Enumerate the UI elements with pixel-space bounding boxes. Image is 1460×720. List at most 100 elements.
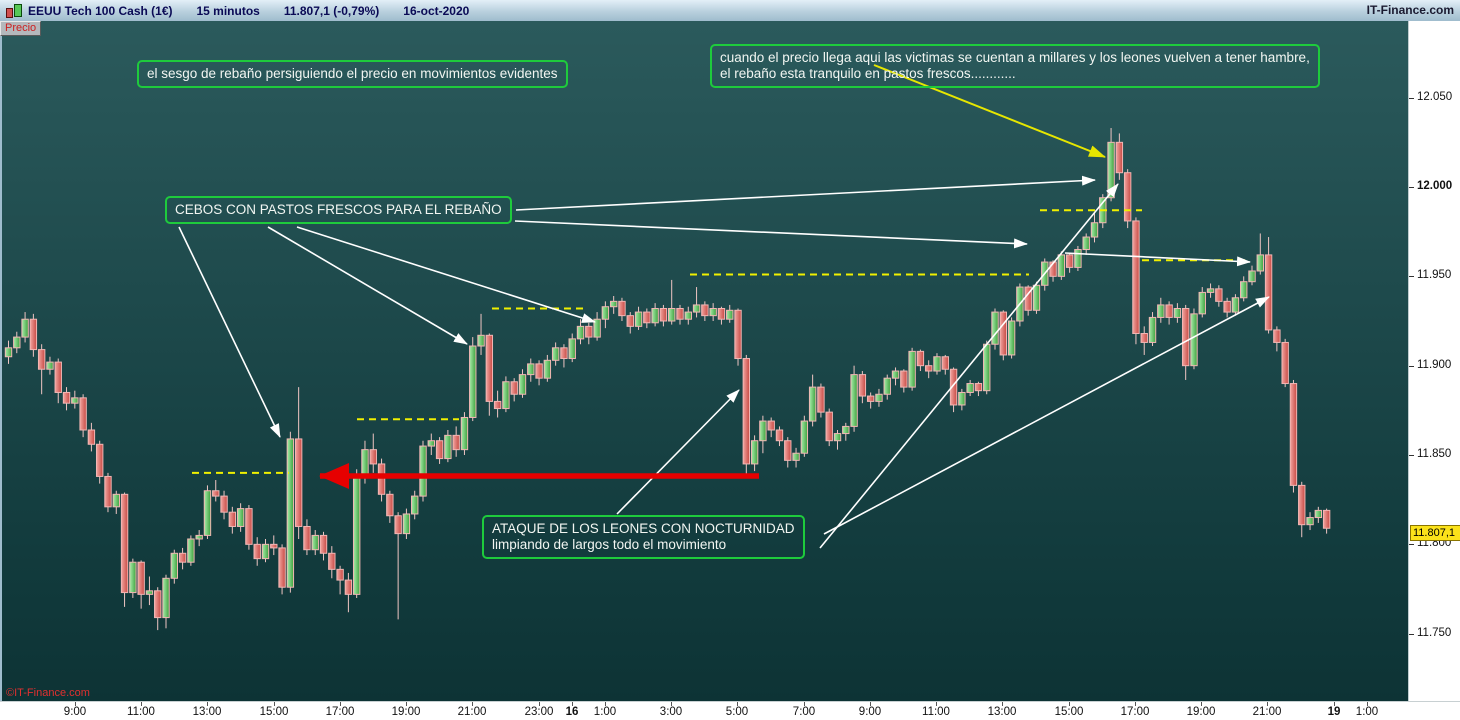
white-arrow[interactable] xyxy=(514,220,1028,249)
time-tick xyxy=(671,702,672,706)
candle xyxy=(585,322,593,345)
time-tick xyxy=(1002,702,1003,706)
brand-label: IT-Finance.com xyxy=(1366,3,1454,17)
candle xyxy=(908,347,916,391)
candle xyxy=(402,508,411,539)
price-tick xyxy=(1409,365,1414,367)
white-arrow[interactable] xyxy=(819,183,1119,549)
annotation-box-sesgo[interactable]: el sesgo de rebaño persiguiendo el preci… xyxy=(137,60,568,88)
price-tick-label: 11.850 xyxy=(1417,448,1452,460)
candle xyxy=(1198,287,1206,318)
candle xyxy=(178,547,187,570)
time-tick-label: 15:00 xyxy=(259,706,289,718)
time-tick xyxy=(936,702,937,706)
white-arrow[interactable] xyxy=(515,175,1096,211)
white-arrow[interactable] xyxy=(1064,252,1251,267)
annotation-text: el sesgo de rebaño persiguiendo el preci… xyxy=(147,66,558,81)
candle xyxy=(228,506,237,534)
candle xyxy=(278,544,286,595)
annotation-text: limpiando de largos todo el movimiento xyxy=(492,537,727,552)
candle xyxy=(833,429,842,450)
candle xyxy=(883,374,891,400)
candle xyxy=(726,304,734,323)
time-tick-label: 11:00 xyxy=(127,706,155,718)
candle xyxy=(941,354,949,375)
candle xyxy=(999,310,1007,361)
candle xyxy=(1157,297,1165,323)
candle xyxy=(750,435,759,472)
price-tick xyxy=(1409,455,1414,456)
candle xyxy=(154,587,162,631)
time-tick-label: 17:00 xyxy=(1120,706,1150,718)
white-arrow[interactable] xyxy=(296,226,596,323)
watermark: ©IT-Finance.com xyxy=(6,687,90,699)
candle xyxy=(825,408,833,447)
time-tick xyxy=(737,702,738,706)
candle xyxy=(1190,308,1198,370)
price-tab[interactable]: Precio xyxy=(0,21,42,36)
candle xyxy=(684,306,692,325)
time-tick-label: 19 xyxy=(1327,706,1341,718)
candle xyxy=(1298,481,1306,538)
candle xyxy=(411,490,419,520)
annotation-box-ataque[interactable]: ATAQUE DE LOS LEONES CON NOCTURNIDAD limp… xyxy=(482,515,805,559)
candle xyxy=(29,313,38,357)
candle xyxy=(477,313,485,355)
time-tick-label: 1:00 xyxy=(593,706,617,718)
candle xyxy=(145,576,154,606)
candle xyxy=(1115,133,1124,180)
time-tick-label: 9:00 xyxy=(63,706,87,718)
candle xyxy=(79,394,87,438)
candle xyxy=(991,308,999,350)
candle xyxy=(344,572,353,613)
candle xyxy=(253,537,261,566)
time-tick-label: 5:00 xyxy=(725,706,749,718)
candle xyxy=(734,308,742,366)
candle xyxy=(319,531,328,561)
candle xyxy=(120,492,129,607)
annotation-box-cuando[interactable]: cuando el precio llega aqui las victimas… xyxy=(710,44,1320,88)
price-tick xyxy=(1409,544,1414,546)
candle xyxy=(261,538,270,563)
candle xyxy=(427,433,435,456)
white-arrow[interactable] xyxy=(178,226,281,438)
time-tick xyxy=(1069,702,1070,706)
yellow-arrow[interactable] xyxy=(873,64,1106,158)
candle xyxy=(1306,512,1314,531)
time-tick-label: 21:00 xyxy=(1252,706,1282,718)
candle xyxy=(800,415,809,457)
time-tick-label: 23:00 xyxy=(524,706,554,718)
candle xyxy=(850,365,858,432)
candle xyxy=(137,560,145,609)
window-titlebar[interactable]: EEUU Tech 100 Cash (1€) 15 minutos 11.80… xyxy=(0,0,1460,22)
time-tick xyxy=(472,702,473,706)
time-tick xyxy=(572,702,573,706)
candle xyxy=(866,392,875,409)
time-tick-label: 16 xyxy=(565,706,579,718)
candle xyxy=(87,422,96,452)
candle xyxy=(195,530,203,547)
price-axis[interactable]: 12.050 12.000 11.950 11.900 11.850 11.800 11.7… xyxy=(1408,21,1460,701)
candle xyxy=(203,485,212,539)
chart-area[interactable]: el sesgo de rebaño persiguiendo el preci… xyxy=(0,21,1410,701)
candle xyxy=(1264,237,1273,334)
candle xyxy=(1090,212,1099,243)
price-tab-label: Precio xyxy=(5,22,37,34)
candle xyxy=(352,469,361,598)
white-arrow[interactable] xyxy=(267,226,468,345)
white-arrow[interactable] xyxy=(823,296,1270,535)
candle xyxy=(435,437,444,464)
white-arrow[interactable] xyxy=(616,389,740,515)
candle xyxy=(759,415,767,454)
time-tick-label: 7:00 xyxy=(792,706,816,718)
candle xyxy=(469,337,477,422)
annotation-box-cebos[interactable]: CEBOS CON PASTOS FRESCOS PARA EL REBAÑO xyxy=(165,196,512,224)
candle xyxy=(1231,294,1240,316)
candlestick-plot[interactable] xyxy=(2,21,1410,701)
candle xyxy=(709,303,717,322)
candle xyxy=(1181,304,1190,380)
candle xyxy=(1140,326,1148,355)
candle xyxy=(510,378,518,402)
time-axis[interactable]: 9:00 11:00 13:00 15:00 17:00 19:00 21:00 23:00 1… xyxy=(0,701,1460,720)
candle xyxy=(775,426,784,447)
